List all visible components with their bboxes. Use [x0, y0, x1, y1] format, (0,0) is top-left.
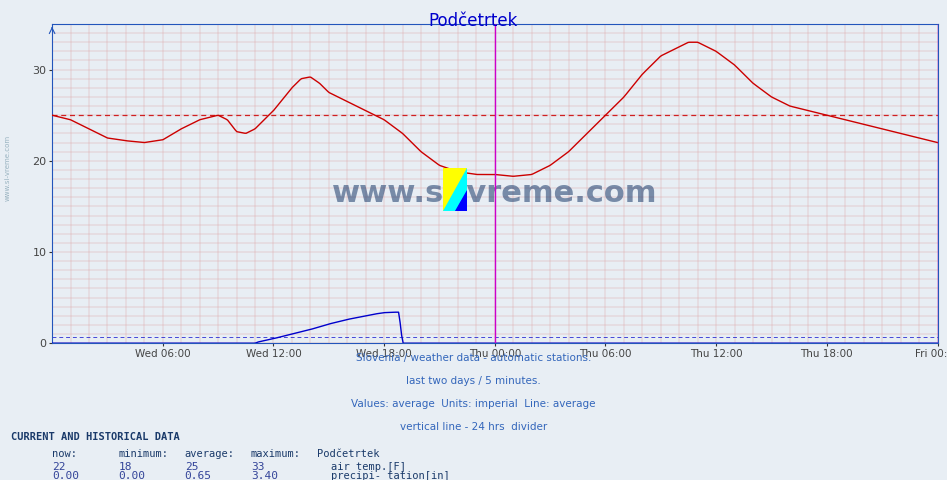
Text: minimum:: minimum:	[118, 449, 169, 459]
Text: CURRENT AND HISTORICAL DATA: CURRENT AND HISTORICAL DATA	[11, 432, 180, 442]
Polygon shape	[456, 190, 467, 211]
Text: 0.65: 0.65	[185, 471, 212, 480]
Text: 0.00: 0.00	[118, 471, 146, 480]
Text: 3.40: 3.40	[251, 471, 278, 480]
Text: Values: average  Units: imperial  Line: average: Values: average Units: imperial Line: av…	[351, 399, 596, 409]
Polygon shape	[443, 168, 467, 211]
Text: now:: now:	[52, 449, 77, 459]
Text: vertical line - 24 hrs  divider: vertical line - 24 hrs divider	[400, 422, 547, 432]
Text: maximum:: maximum:	[251, 449, 301, 459]
Text: Podčetrtek: Podčetrtek	[317, 449, 380, 459]
Text: Slovenia / weather data - automatic stations.: Slovenia / weather data - automatic stat…	[356, 353, 591, 363]
Text: average:: average:	[185, 449, 235, 459]
Text: air temp.[F]: air temp.[F]	[331, 462, 406, 472]
Text: Podčetrtek: Podčetrtek	[429, 12, 518, 30]
Text: precipi- tation[in]: precipi- tation[in]	[331, 471, 450, 480]
Text: www.si-vreme.com: www.si-vreme.com	[332, 179, 657, 208]
Text: last two days / 5 minutes.: last two days / 5 minutes.	[406, 376, 541, 386]
Text: 33: 33	[251, 462, 264, 472]
Polygon shape	[443, 168, 467, 211]
Text: 0.00: 0.00	[52, 471, 80, 480]
Text: 22: 22	[52, 462, 65, 472]
Text: 18: 18	[118, 462, 132, 472]
Text: www.si-vreme.com: www.si-vreme.com	[5, 135, 10, 201]
Text: 25: 25	[185, 462, 198, 472]
